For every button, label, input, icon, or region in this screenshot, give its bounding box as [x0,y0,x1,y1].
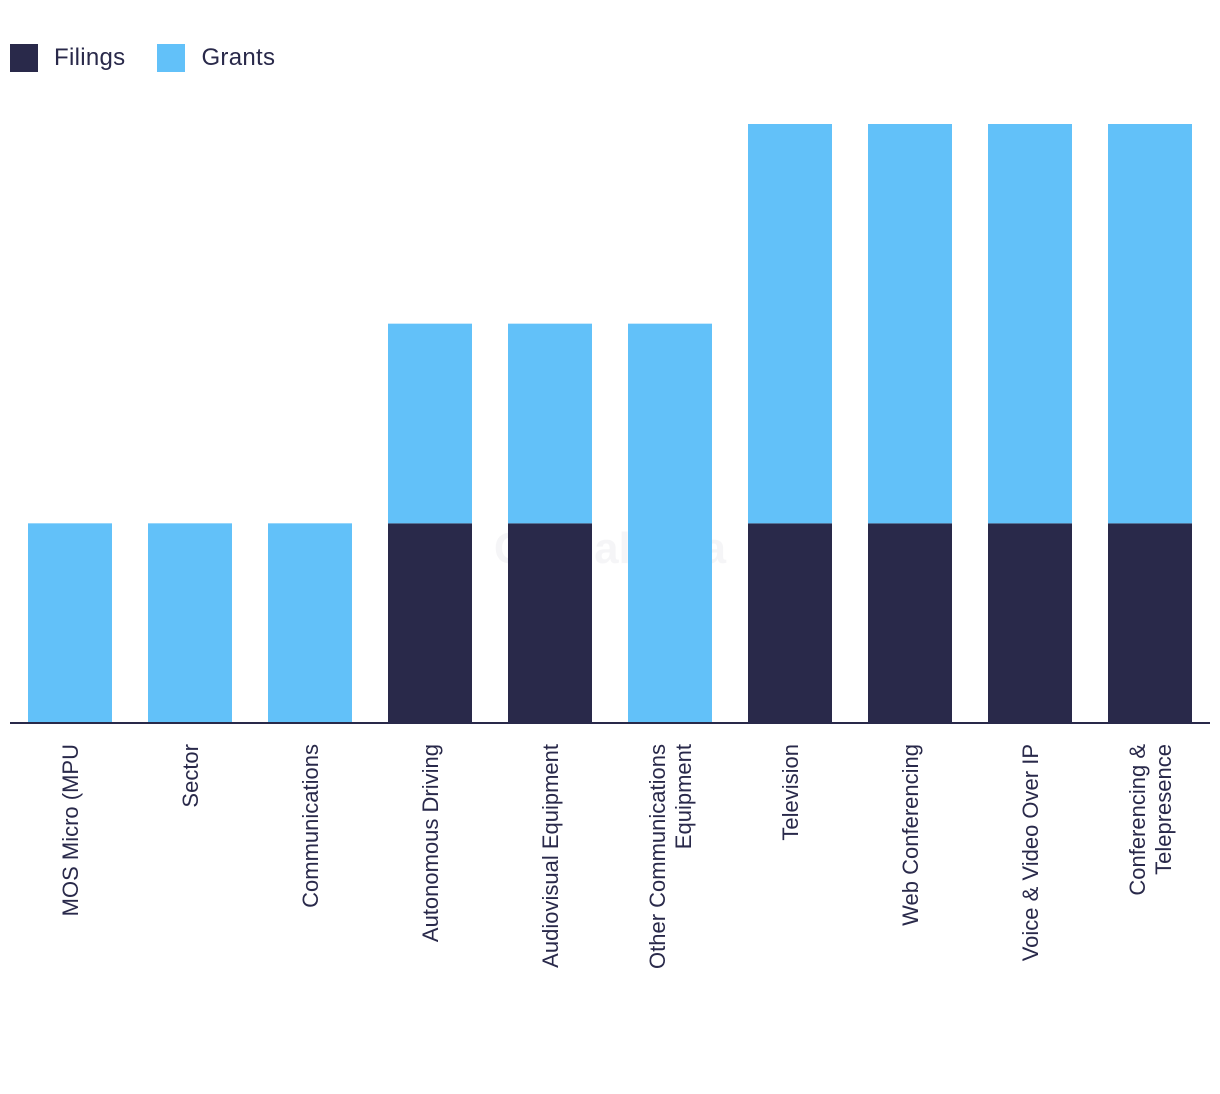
legend-swatch-grants [157,44,186,72]
bar-grants-0[interactable] [28,523,112,723]
bar-filings-8[interactable] [988,523,1072,723]
x-tick-label-4: Audiovisual Equipment [538,744,563,968]
bar-grants-6[interactable] [748,124,832,524]
bar-grants-7[interactable] [868,124,952,524]
x-tick-label-2: Communications [298,744,323,908]
x-tick-label-7: Web Conferencing [898,744,923,926]
x-tick-label-1: Sector [178,744,203,808]
legend-swatch-filings [10,44,38,72]
bar-filings-9[interactable] [1108,523,1192,723]
bar-grants-8[interactable] [988,124,1072,524]
x-tick-label-8: Voice & Video Over IP [1018,744,1043,961]
legend-item-filings[interactable]: Filings [10,44,125,72]
bar-filings-3[interactable] [388,523,472,723]
x-tick-labels: MOS Micro (MPU Sector Communications Autono… [58,744,1176,969]
bar-filings-4[interactable] [508,523,592,723]
bar-grants-5[interactable] [628,323,712,723]
bar-filings-6[interactable] [748,523,832,723]
x-tick-label-6: Television [778,744,803,841]
bar-grants-9[interactable] [1108,124,1192,524]
x-tick-label-0: MOS Micro (MPU [58,744,83,916]
legend: Filings Grants [10,44,307,72]
x-tick-label-5: Other CommunicationsEquipment [645,744,696,969]
bars-group [28,124,1192,723]
x-tick-label-3: Autonomous Driving [418,744,443,942]
legend-label-grants: Grants [201,44,276,71]
bar-filings-7[interactable] [868,523,952,723]
legend-label-filings: Filings [54,44,126,71]
bar-grants-4[interactable] [508,323,592,524]
bar-grants-3[interactable] [388,323,472,524]
bar-grants-2[interactable] [268,523,352,723]
legend-item-grants[interactable]: Grants [157,44,275,72]
bar-grants-1[interactable] [148,523,232,723]
x-tick-label-9: Conferencing &Telepresence [1125,744,1176,896]
